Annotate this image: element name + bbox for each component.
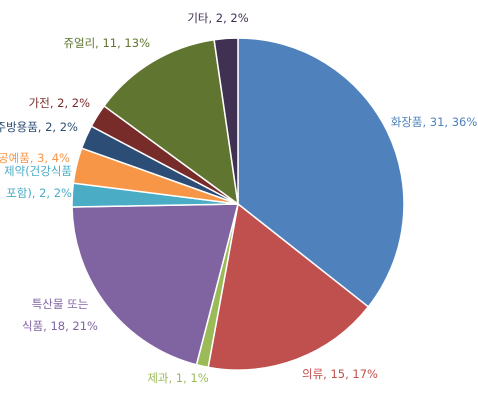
data-label-line: 기타, 2, 2% xyxy=(187,11,248,25)
data-label-line: 공예품, 3, 4% xyxy=(0,151,70,165)
data-label: 기타, 2, 2% xyxy=(187,11,248,25)
data-label: 화장품, 31, 36% xyxy=(391,115,478,129)
data-label: 주방용품, 2, 2% xyxy=(0,120,78,134)
data-label-line: 화장품, 31, 36% xyxy=(391,115,478,129)
data-label-line: 특산물 또는 xyxy=(32,297,89,311)
data-label: 제과, 1, 1% xyxy=(147,371,208,385)
pie-slice xyxy=(103,38,239,206)
data-label-line: 쥬얼리, 11, 13% xyxy=(63,36,150,50)
pie-slice xyxy=(237,37,405,308)
data-label-line: 가전, 2, 2% xyxy=(29,96,90,110)
data-label: 공예품, 3, 4% xyxy=(0,151,70,165)
pie-slice xyxy=(71,203,239,366)
data-label-line: 제과, 1, 1% xyxy=(147,371,208,385)
data-label: 가전, 2, 2% xyxy=(29,96,90,110)
data-label-line: 제약(건강식품 xyxy=(4,164,72,178)
pie-slice xyxy=(213,37,239,205)
data-label-line: 의류, 15, 17% xyxy=(302,367,378,381)
data-label-line: 식품, 18, 21% xyxy=(22,319,98,333)
data-label-line: 주방용품, 2, 2% xyxy=(0,120,78,134)
pie-slice xyxy=(207,202,370,371)
data-label: 의류, 15, 17% xyxy=(302,367,378,381)
data-label: 쥬얼리, 11, 13% xyxy=(63,36,150,50)
data-label-line: 포함), 2, 2% xyxy=(6,186,72,200)
